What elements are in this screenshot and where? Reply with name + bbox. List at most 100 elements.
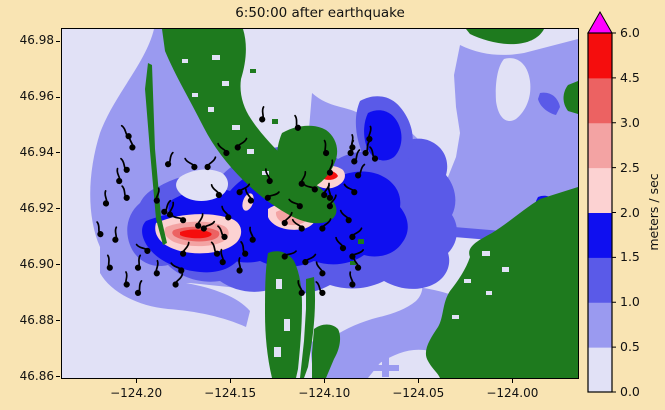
map-svg <box>62 29 578 378</box>
drifter-marker <box>349 227 363 240</box>
drifter-tail <box>352 227 363 236</box>
drifter-tail <box>210 241 217 253</box>
drifter-dot <box>371 155 379 162</box>
drifter-marker <box>240 241 249 257</box>
drifter-dot <box>144 247 151 254</box>
drifter-tail <box>184 157 194 166</box>
drifter-marker <box>369 146 379 162</box>
drifter-tail <box>291 218 302 228</box>
drifter-marker <box>298 170 307 187</box>
drifter-tail <box>300 170 307 183</box>
drifter-dot <box>345 217 352 224</box>
drifter-tail <box>369 146 375 158</box>
drifter-dot <box>161 208 168 215</box>
drifter-dot <box>172 281 179 288</box>
drifter-tail <box>294 114 298 127</box>
drifter-dot <box>294 124 301 131</box>
drifter-marker <box>326 194 337 210</box>
drifter-tail <box>327 184 332 197</box>
drifter-dot <box>221 233 228 240</box>
drifter-marker <box>326 159 334 176</box>
x-tick-label: −124.15 <box>204 386 257 400</box>
colorbar-band <box>588 33 612 79</box>
drifter-marker <box>249 226 256 243</box>
y-tick-mark <box>56 320 60 322</box>
colorbar-extend-triangle <box>587 10 613 34</box>
drifter-tail <box>349 271 354 283</box>
colorbar-tick-label: 2.0 <box>620 204 640 220</box>
drifter-tail <box>138 280 143 292</box>
drifter-dot <box>213 250 221 257</box>
drifter-dot <box>349 144 356 151</box>
drifter-tail <box>116 167 121 180</box>
drifter-tail <box>268 191 280 197</box>
drifter-dot <box>219 259 226 266</box>
drifter-marker <box>288 198 303 210</box>
drifter-tail <box>155 259 159 272</box>
drifter-tail <box>285 250 297 256</box>
map-plot <box>61 28 579 379</box>
drifter-dot <box>123 194 130 201</box>
drifter-tail <box>323 182 330 194</box>
x-tick-mark <box>135 379 137 383</box>
drifter-marker <box>161 199 172 215</box>
colorbar-tick-label: 0.5 <box>620 339 640 355</box>
colorbar-tick-label: 3.0 <box>620 114 640 130</box>
drifter-marker <box>170 262 185 274</box>
drifter-dot <box>179 250 187 257</box>
drifter-tail <box>306 253 317 261</box>
y-tick-mark <box>56 40 60 42</box>
drifter-dot <box>298 289 305 296</box>
drifter-tail <box>284 211 293 222</box>
drifter-tail <box>315 281 322 293</box>
drifter-marker <box>315 281 326 296</box>
drifter-dot <box>259 116 266 123</box>
drifter-tail <box>104 190 108 202</box>
drifter-marker <box>120 157 130 173</box>
drifter-tail <box>120 124 128 136</box>
drifter-dot <box>179 217 187 224</box>
x-tick-mark <box>229 379 231 383</box>
drifter-dot <box>178 267 185 274</box>
drifter-tail <box>170 214 183 220</box>
drifter-marker <box>352 255 362 271</box>
drifter-dot <box>366 135 373 143</box>
x-tick-label: −124.05 <box>392 386 445 400</box>
drifter-tail <box>329 194 337 205</box>
drifter-dot <box>351 189 358 196</box>
colorbar-band <box>588 77 612 124</box>
drifter-marker <box>134 254 142 271</box>
y-tick-label: 46.98 <box>19 33 54 48</box>
drifter-marker <box>302 253 317 266</box>
drifter-tail <box>240 241 245 253</box>
drifter-tail <box>217 225 224 237</box>
land-speckles <box>182 55 509 357</box>
drifter-marker <box>319 218 332 232</box>
drifter-marker <box>106 254 113 271</box>
drifter-marker <box>291 218 305 232</box>
y-tick-label: 46.94 <box>19 144 54 159</box>
drifter-dot <box>311 186 318 193</box>
drifter-marker <box>343 183 358 196</box>
y-tick-mark <box>56 376 60 378</box>
drifter-dot <box>215 191 222 199</box>
drifter-tail <box>353 249 364 256</box>
drifter-tail <box>155 187 160 199</box>
y-tick-label: 46.90 <box>19 256 54 271</box>
drifter-marker <box>236 183 251 196</box>
drifter-marker <box>281 211 293 227</box>
drifter-dot <box>102 200 110 207</box>
drifter-tail <box>323 139 327 152</box>
drifter-dot <box>349 281 356 288</box>
x-tick-mark <box>323 379 325 383</box>
drifter-marker <box>135 243 151 254</box>
colorbar-tick-label: 6.0 <box>620 25 640 40</box>
drifter-tail <box>245 188 252 199</box>
drifter-dot <box>164 161 172 168</box>
drifter-dot <box>153 270 160 277</box>
drifter-tail <box>261 106 265 118</box>
drifter-dot <box>362 149 369 157</box>
y-tick-label: 46.86 <box>19 368 54 383</box>
drifter-tail <box>207 156 217 166</box>
drifter-marker <box>217 142 230 157</box>
